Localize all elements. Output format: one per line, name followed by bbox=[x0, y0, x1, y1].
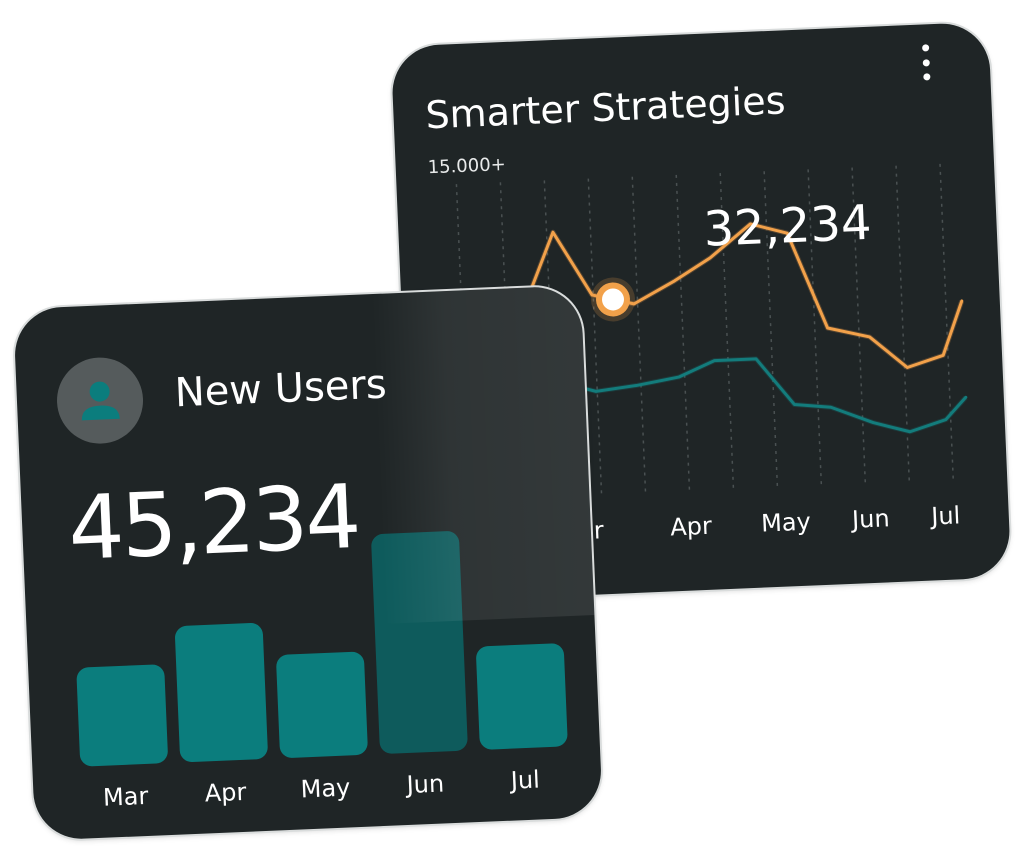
bar bbox=[175, 623, 268, 763]
strategies-scale-label: 15.000+ bbox=[427, 154, 507, 179]
kebab-menu-icon[interactable] bbox=[919, 44, 932, 81]
grid-line bbox=[675, 174, 691, 495]
grid-line bbox=[895, 165, 911, 486]
x-tick-label: Jun bbox=[850, 504, 891, 534]
strategies-highlight-value: 32,234 bbox=[702, 194, 873, 258]
grid-line bbox=[719, 173, 735, 493]
x-tick-label: May bbox=[300, 773, 351, 803]
x-tick-label: Apr bbox=[204, 778, 247, 808]
grid-line bbox=[631, 176, 647, 497]
bar bbox=[76, 664, 168, 767]
grid-line bbox=[807, 169, 823, 490]
user-icon bbox=[55, 355, 145, 446]
x-tick-label: Apr bbox=[670, 512, 713, 542]
new-users-card: New Users 45,234 Mar Apr May Jun Jul bbox=[13, 285, 603, 841]
bar bbox=[371, 531, 468, 754]
new-users-bar-chart: Mar Apr May Jun Jul bbox=[76, 531, 568, 812]
bar bbox=[476, 643, 568, 750]
grid-line bbox=[939, 163, 955, 484]
x-tick-label: Jul bbox=[929, 501, 961, 530]
grid-line bbox=[851, 167, 867, 488]
x-tick-label: Jul bbox=[508, 765, 540, 794]
grid-line bbox=[587, 178, 603, 499]
bar bbox=[276, 651, 368, 758]
grid-line bbox=[763, 171, 779, 491]
x-tick-label: Jun bbox=[404, 770, 445, 800]
x-tick-label: May bbox=[761, 508, 812, 538]
x-tick-label: Mar bbox=[102, 782, 149, 812]
